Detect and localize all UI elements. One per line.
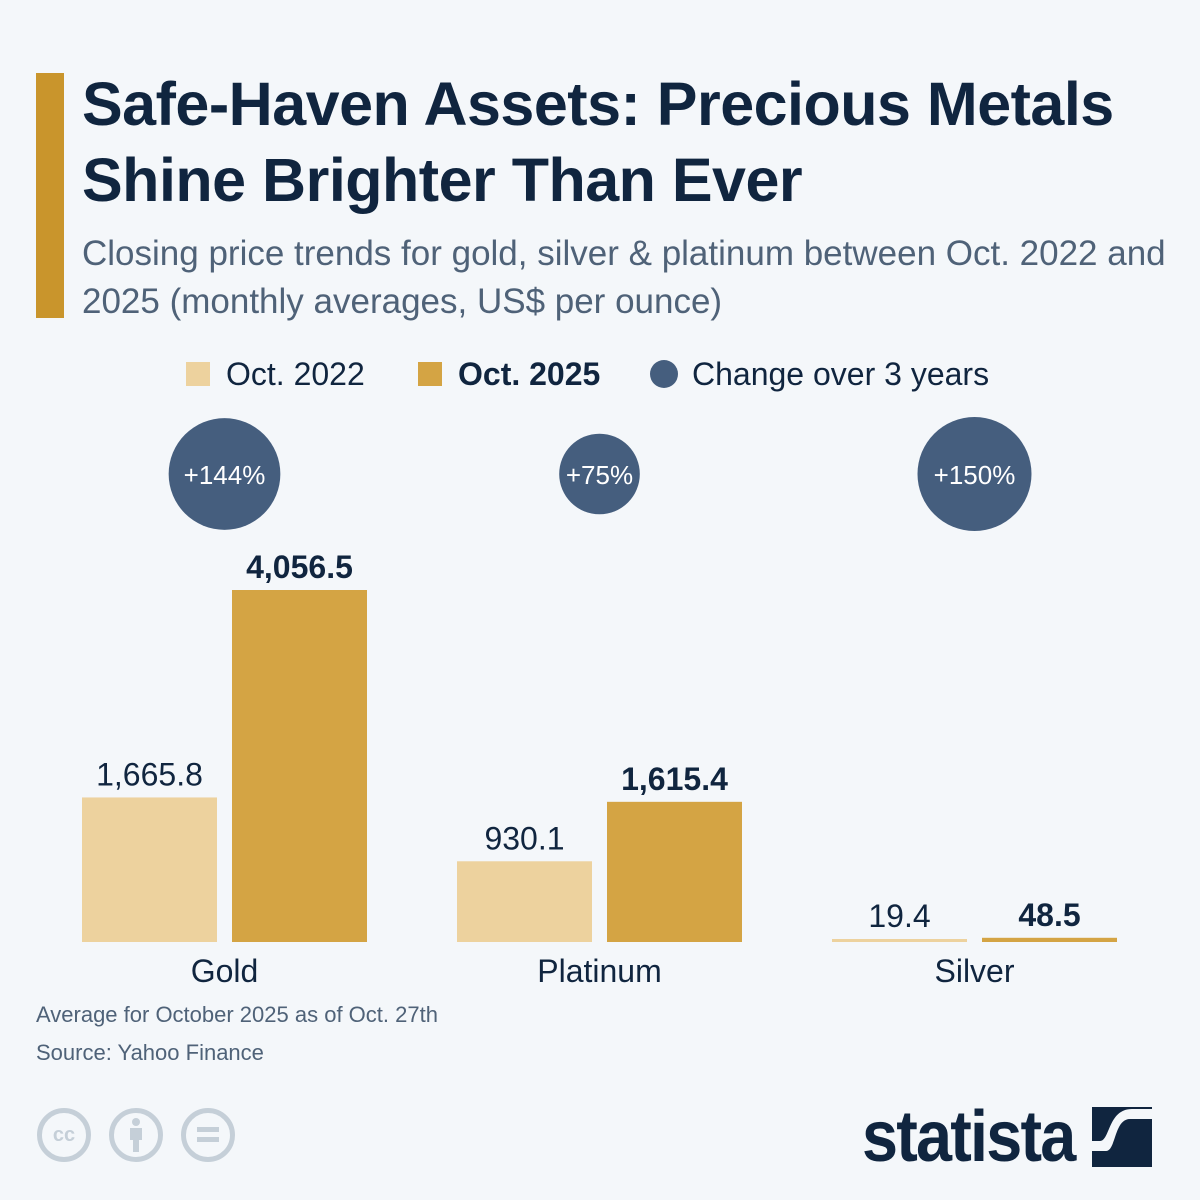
bar-chart: 1,665.8 4,056.5 Gold +144% 930.1 1,615.4 Plati…	[82, 417, 1117, 989]
legend: Oct. 2022 Oct. 2025 Change over 3 years	[0, 352, 1200, 396]
no-derivatives-icon	[181, 1108, 235, 1162]
cc-icon: cc	[37, 1108, 91, 1162]
change-label: +150%	[934, 460, 1016, 490]
attribution-icon	[109, 1108, 163, 1162]
legend-label: Oct. 2022	[226, 355, 365, 392]
statista-logo: statista	[862, 1096, 1153, 1178]
bar-silver-2022	[832, 939, 967, 942]
change-bubble-gold	[168, 418, 281, 530]
category-label-gold: Gold	[191, 953, 259, 989]
legend-item-oct-2022: Oct. 2022	[186, 352, 365, 396]
footnote: Average for October 2025 as of Oct. 27th	[36, 1002, 438, 1027]
accent-bar	[36, 73, 64, 318]
legend-item-change: Change over 3 years	[650, 352, 989, 396]
data-label: 1,665.8	[96, 756, 203, 792]
bar-gold-2025	[232, 590, 367, 942]
change-bubble-platinum	[559, 433, 640, 515]
statista-logo-icon	[1092, 1107, 1153, 1167]
change-label: +144%	[184, 460, 266, 490]
data-label: 19.4	[868, 898, 930, 934]
data-label: 4,056.5	[246, 549, 353, 585]
bar-platinum-2025	[607, 801, 742, 942]
data-label: 930.1	[484, 820, 564, 856]
source: Source: Yahoo Finance	[36, 1040, 264, 1065]
legend-dot	[650, 360, 678, 388]
change-label: +75%	[566, 460, 633, 490]
legend-swatch	[186, 362, 210, 386]
category-label-silver: Silver	[934, 953, 1014, 989]
legend-label: Change over 3 years	[692, 355, 990, 392]
bar-gold-2022	[82, 797, 217, 942]
bar-silver-2025	[982, 937, 1117, 942]
chart-subtitle: Closing price trends for gold, silver & …	[82, 234, 1166, 321]
chart-title: Safe-Haven Assets: Precious Metals Shine…	[82, 70, 1114, 214]
data-label: 1,615.4	[621, 761, 728, 797]
brand-wordmark: statista	[862, 1097, 1076, 1177]
legend-label: Oct. 2025	[458, 355, 601, 392]
legend-swatch	[418, 362, 442, 386]
change-bubble-silver	[917, 417, 1032, 531]
bar-platinum-2022	[457, 861, 592, 942]
legend-item-oct-2025: Oct. 2025	[418, 352, 600, 396]
data-label: 48.5	[1018, 897, 1080, 933]
category-label-platinum: Platinum	[537, 953, 662, 989]
header: Safe-Haven Assets: Precious Metals Shine…	[82, 66, 1198, 396]
